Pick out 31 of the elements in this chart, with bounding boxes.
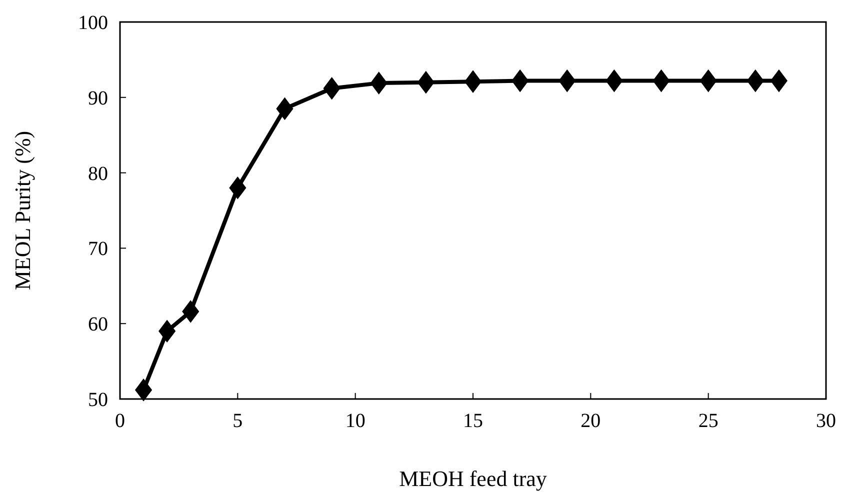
point	[134, 378, 152, 402]
x-axis-title: MEOH feed tray	[399, 466, 547, 491]
point	[746, 69, 764, 92]
point	[512, 69, 529, 92]
point	[182, 300, 200, 323]
y-tick-label: 80	[88, 162, 108, 185]
y-tick-label: 50	[88, 389, 108, 411]
x-tick-label: 15	[463, 410, 483, 432]
point	[158, 320, 176, 343]
point	[464, 70, 482, 93]
x-tick-label: 5	[232, 410, 243, 432]
point	[276, 97, 294, 120]
point	[323, 76, 340, 100]
point	[606, 69, 623, 92]
y-tick-label: 90	[88, 87, 108, 110]
x-tick-label: 25	[698, 410, 718, 432]
point	[652, 69, 670, 92]
x-tick-label: 10	[345, 410, 366, 432]
point	[417, 70, 434, 94]
y-tick-label: 60	[88, 314, 108, 336]
x-tick-label: 0	[115, 410, 125, 432]
x-tick-label: 20	[580, 410, 601, 432]
point	[700, 69, 717, 92]
x-tick-label: 30	[816, 410, 836, 432]
point	[770, 69, 788, 92]
point	[229, 176, 246, 200]
y-axis-title: MEOL Purity (%)	[10, 130, 35, 290]
point	[558, 69, 576, 92]
y-tick-label: 70	[88, 238, 108, 260]
point	[370, 72, 388, 94]
y-tick-label: 100	[78, 12, 108, 34]
